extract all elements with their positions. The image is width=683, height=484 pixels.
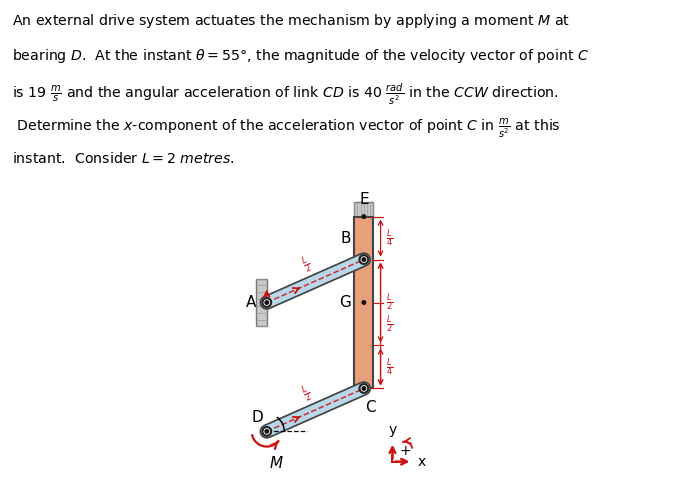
Circle shape — [359, 384, 368, 393]
Text: $\frac{L}{2}$: $\frac{L}{2}$ — [300, 254, 315, 276]
Bar — [354, 217, 374, 389]
Text: y: y — [389, 423, 397, 437]
Circle shape — [362, 301, 365, 304]
Text: D: D — [251, 410, 263, 425]
Text: $\frac{L}{2}$: $\frac{L}{2}$ — [386, 313, 393, 335]
Circle shape — [362, 215, 365, 218]
Text: B: B — [341, 230, 351, 245]
Circle shape — [362, 387, 365, 390]
Text: bearing $D$.  At the instant $\theta = 55°$, the magnitude of the velocity vecto: bearing $D$. At the instant $\theta = 55… — [12, 47, 589, 65]
Text: $M$: $M$ — [269, 455, 284, 471]
Text: $\theta$: $\theta$ — [287, 413, 297, 428]
Text: Determine the $x$-component of the acceleration vector of point $C$ in $\frac{m}: Determine the $x$-component of the accel… — [12, 117, 561, 140]
Text: C: C — [365, 400, 376, 415]
Circle shape — [262, 427, 271, 436]
Circle shape — [359, 255, 368, 264]
Text: $\frac{L}{2}$: $\frac{L}{2}$ — [386, 292, 393, 313]
Text: x: x — [417, 454, 426, 469]
Text: $\frac{L}{4}$: $\frac{L}{4}$ — [386, 227, 393, 249]
Text: An external drive system actuates the mechanism by applying a moment $M$ at: An external drive system actuates the me… — [12, 12, 570, 30]
Circle shape — [265, 430, 268, 433]
Text: A: A — [246, 295, 256, 310]
Text: +: + — [400, 444, 411, 458]
Text: $\frac{L}{2}$: $\frac{L}{2}$ — [300, 382, 315, 405]
Text: $\frac{L}{4}$: $\frac{L}{4}$ — [386, 356, 393, 378]
Bar — [354, 202, 374, 217]
Circle shape — [265, 301, 268, 304]
Text: G: G — [339, 295, 351, 310]
Text: E: E — [359, 192, 369, 207]
Bar — [256, 279, 267, 326]
Text: instant.  Consider $L = 2$ $\mathit{metres}$.: instant. Consider $L = 2$ $\mathit{metre… — [12, 151, 235, 166]
Circle shape — [262, 298, 271, 307]
Circle shape — [362, 258, 365, 261]
Text: is 19 $\frac{m}{s}$ and the angular acceleration of link $CD$ is 40 $\frac{rad}{: is 19 $\frac{m}{s}$ and the angular acce… — [12, 82, 559, 107]
